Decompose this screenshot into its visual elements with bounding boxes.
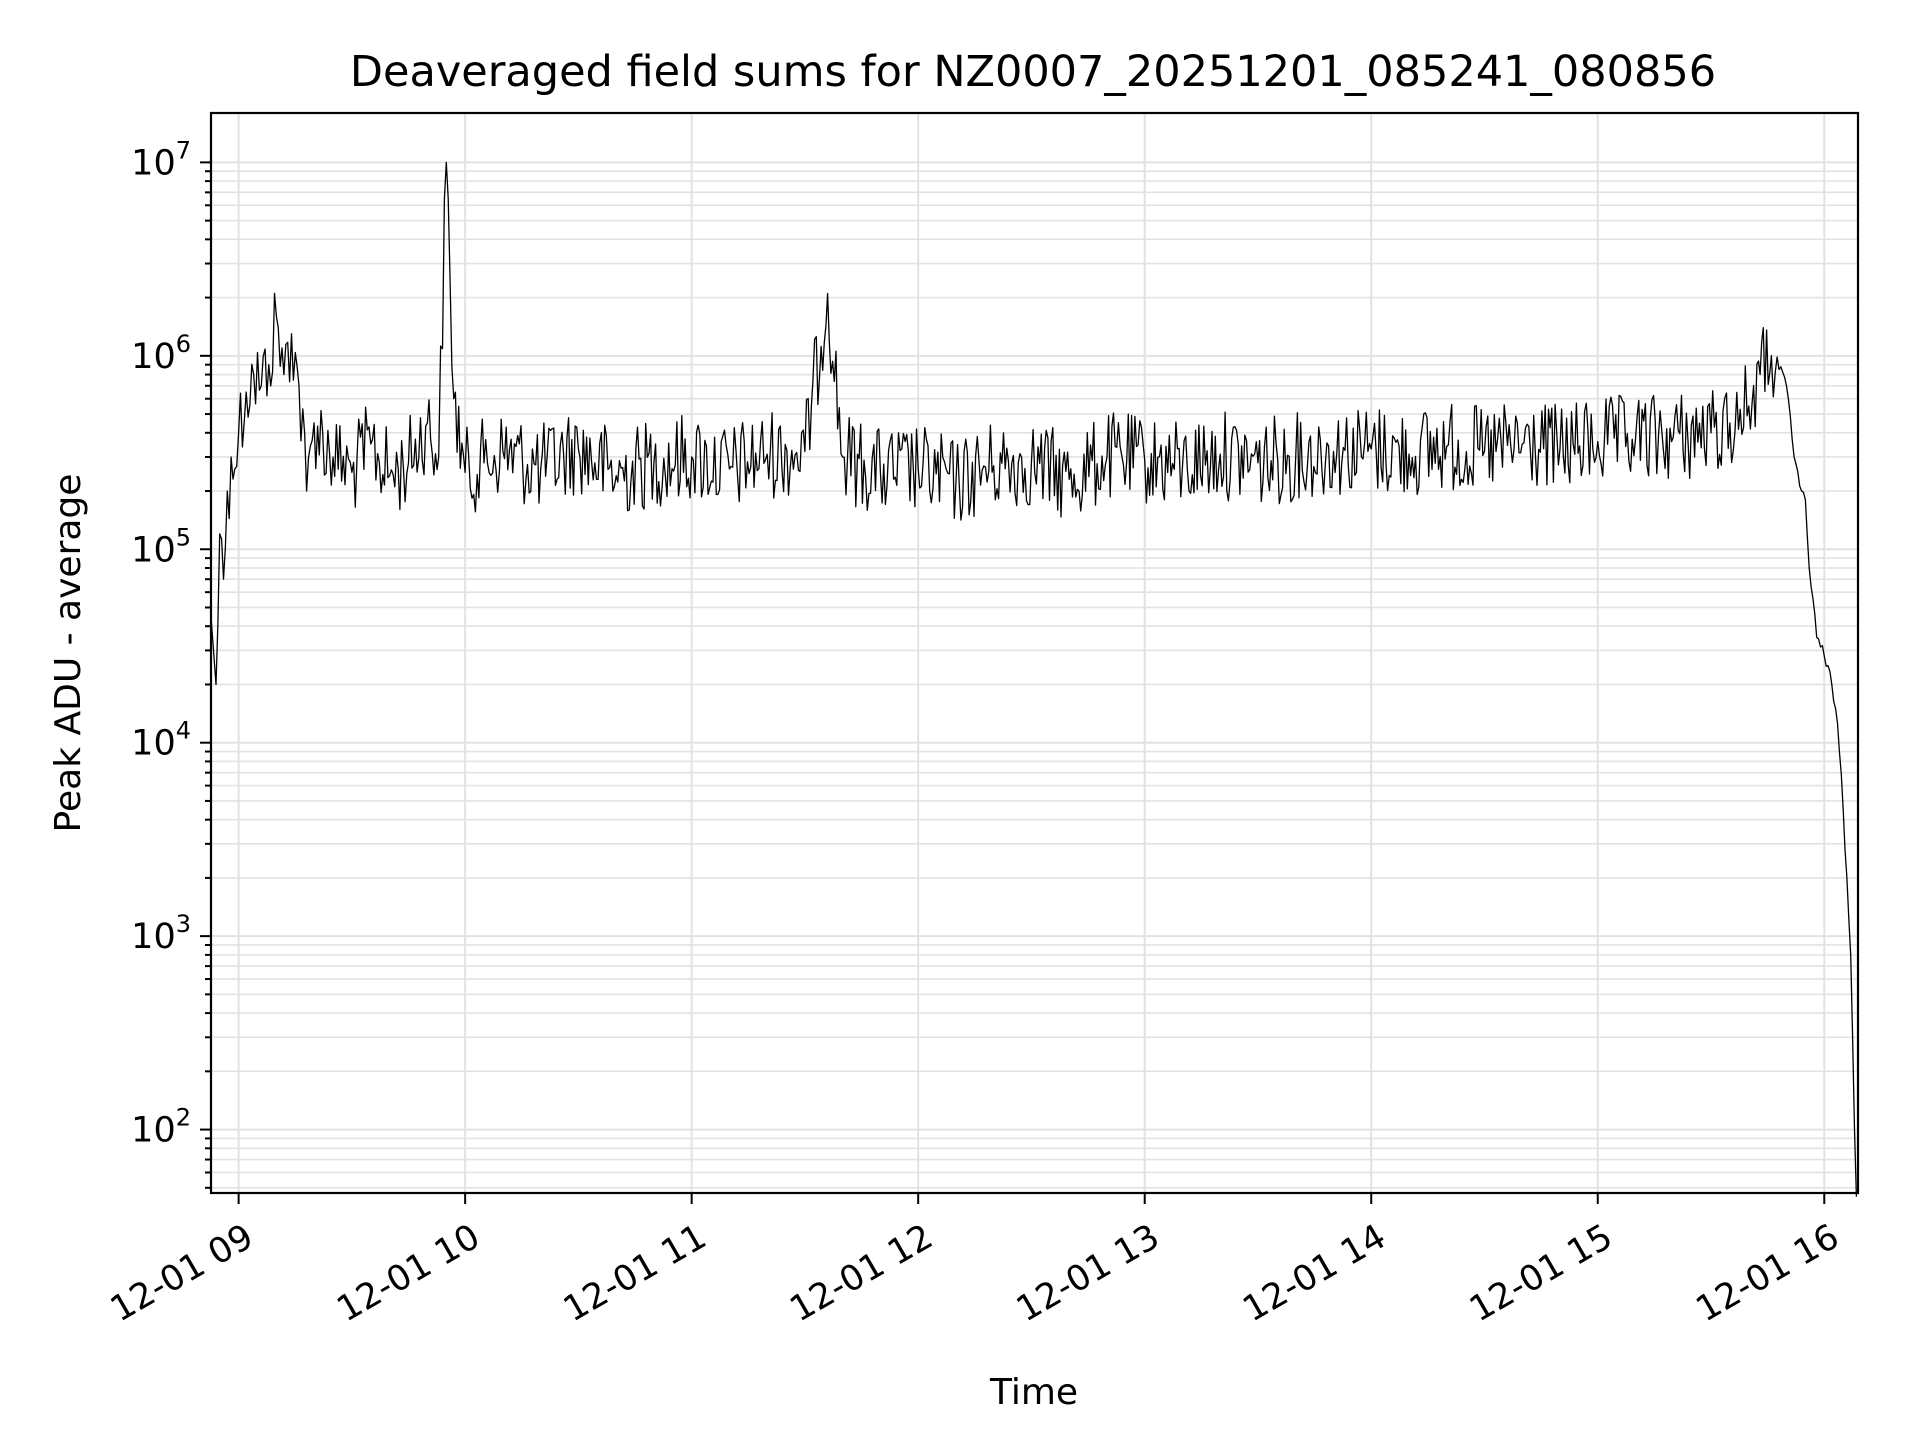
x-tick-label: 12-01 16 <box>1690 1217 1846 1330</box>
x-tick-label: 12-01 15 <box>1463 1217 1619 1330</box>
x-tick-label: 12-01 13 <box>1010 1217 1166 1330</box>
x-axis-label: Time <box>989 1372 1078 1413</box>
x-axis: 12-01 09 12-01 10 12-01 11 12-01 12 12-01 13… <box>104 1193 1846 1330</box>
x-tick-label: 12-01 14 <box>1237 1217 1393 1330</box>
x-tick-label: 12-01 11 <box>557 1217 713 1330</box>
y-tick-label: 106 <box>131 330 191 377</box>
grid <box>205 113 1858 1193</box>
y-axis: 102 103 104 105 106 107 <box>131 136 211 1151</box>
y-tick-label: 107 <box>131 136 191 183</box>
y-tick-label: 103 <box>131 910 191 957</box>
x-tick-label: 12-01 10 <box>330 1217 486 1330</box>
y-tick-label: 105 <box>131 523 191 570</box>
x-tick-label: 12-01 09 <box>104 1217 260 1330</box>
y-tick-label: 104 <box>131 717 191 764</box>
data-series-line <box>210 161 1858 1197</box>
plot-frame <box>209 111 1860 1195</box>
chart-title: Deaveraged field sums for NZ0007_2025120… <box>350 47 1716 97</box>
y-tick-label: 102 <box>131 1104 191 1151</box>
x-tick-label: 12-01 12 <box>784 1217 940 1330</box>
y-axis-label: Peak ADU - average <box>48 474 89 833</box>
